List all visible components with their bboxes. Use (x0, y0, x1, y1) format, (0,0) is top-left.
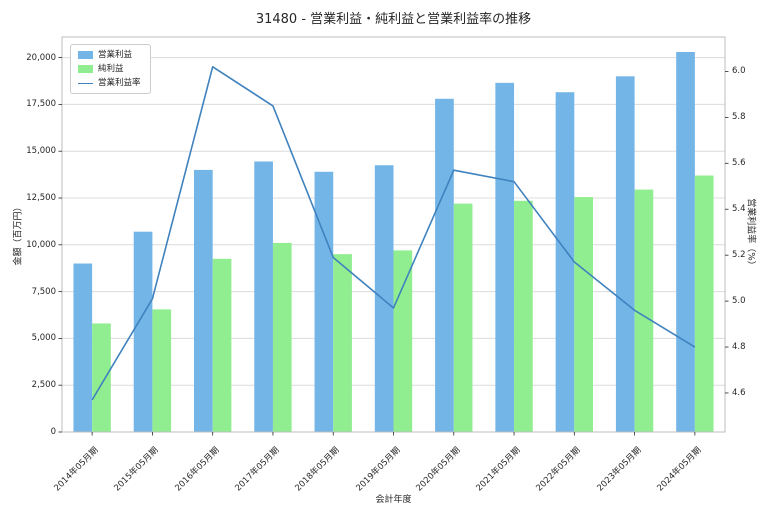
bar (193, 169, 213, 433)
tick-marks (58, 57, 729, 436)
legend-swatch-operating-profit-bar (78, 51, 93, 59)
bar (212, 258, 232, 432)
bar (574, 197, 594, 432)
y-tick-label-right: 6.0 (732, 66, 746, 77)
legend-item-operating-margin: 営業利益率 (78, 78, 141, 88)
legend: 営業利益 純利益 営業利益率 (70, 44, 151, 94)
y-tick-label-right: 5.6 (732, 158, 746, 169)
bar (694, 175, 714, 432)
y-tick-label-right: 5.8 (732, 112, 746, 123)
bar (555, 92, 575, 432)
x-axis-label: 会計年度 (375, 495, 412, 505)
chart-title: 31480 - 営業利益・純利益と営業利益率の推移 (255, 12, 532, 27)
bar (333, 254, 352, 432)
bar (514, 200, 533, 432)
y-tick-label-left: 15,000 (26, 146, 56, 157)
bar (314, 171, 334, 432)
bar (92, 323, 111, 432)
bar (393, 250, 413, 432)
legend-label-net-profit: 純利益 (98, 64, 124, 74)
y-tick-label-left: 5,000 (31, 333, 56, 344)
bar (374, 165, 394, 432)
legend-label-operating-profit: 営業利益 (98, 50, 133, 60)
bar (634, 189, 654, 432)
bar (73, 263, 93, 432)
bar (272, 242, 292, 432)
bar (676, 51, 695, 432)
bar (133, 231, 153, 432)
legend-label-operating-margin: 営業利益率 (98, 78, 141, 88)
y-tick-label-left: 20,000 (26, 52, 56, 63)
legend-item-net-profit: 純利益 (78, 64, 141, 74)
bar (152, 309, 172, 432)
line-series (91, 66, 696, 401)
y-tick-label-left: 17,500 (26, 99, 56, 110)
y-axis-label-right: 営業利益率（%） (745, 198, 756, 270)
y-axis-label-left: 金額（百万円） (13, 202, 24, 266)
y-tick-label-right: 4.8 (732, 342, 746, 353)
y-tick-label-right: 5.2 (732, 250, 746, 261)
bar (615, 76, 635, 432)
y-tick-label-right: 5.4 (732, 204, 746, 215)
legend-swatch-operating-margin-line (78, 82, 93, 84)
y-tick-label-right: 5.0 (732, 296, 746, 307)
bar (435, 98, 454, 432)
legend-item-operating-profit: 営業利益 (78, 50, 141, 60)
legend-swatch-net-profit-bar (78, 65, 93, 73)
y-tick-label-right: 4.6 (732, 387, 746, 398)
y-tick-label-left: 12,500 (26, 192, 56, 203)
bar (254, 161, 273, 432)
bar (495, 82, 515, 432)
y-tick-label-left: 0 (50, 427, 56, 437)
y-tick-label-left: 2,500 (31, 380, 56, 391)
y-tick-label-left: 7,500 (31, 286, 56, 297)
y-tick-label-left: 10,000 (26, 239, 56, 250)
bar-series-0 (73, 51, 695, 433)
bar (453, 203, 473, 432)
